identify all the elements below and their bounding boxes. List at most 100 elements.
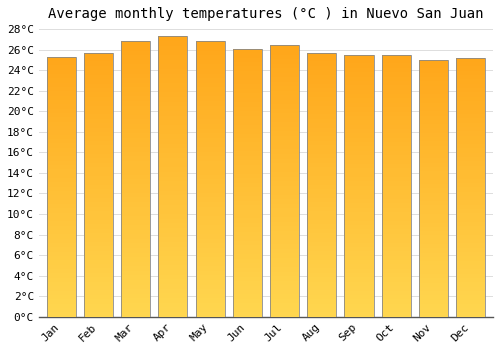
Bar: [158, 36, 188, 41]
Bar: [344, 77, 374, 81]
Bar: [308, 180, 336, 185]
Bar: [308, 189, 336, 194]
Bar: [382, 181, 411, 186]
Bar: [308, 79, 336, 84]
Bar: [196, 216, 224, 220]
Bar: [233, 228, 262, 232]
Bar: [233, 303, 262, 308]
Bar: [344, 251, 374, 256]
Bar: [344, 151, 374, 155]
Bar: [46, 213, 76, 217]
Bar: [84, 136, 113, 141]
Bar: [419, 193, 448, 197]
Bar: [382, 260, 411, 264]
Bar: [121, 230, 150, 234]
Bar: [158, 46, 188, 50]
Bar: [456, 101, 485, 105]
Bar: [84, 202, 113, 207]
Bar: [382, 299, 411, 304]
Bar: [158, 307, 188, 312]
Bar: [84, 229, 113, 233]
Bar: [308, 185, 336, 189]
Bar: [84, 123, 113, 127]
Bar: [344, 247, 374, 251]
Bar: [84, 110, 113, 114]
Bar: [233, 205, 262, 210]
Bar: [84, 176, 113, 180]
Bar: [121, 87, 150, 92]
Bar: [308, 277, 336, 282]
Bar: [158, 83, 188, 88]
Bar: [158, 265, 188, 270]
Bar: [419, 227, 448, 231]
Bar: [233, 125, 262, 129]
Bar: [344, 278, 374, 282]
Bar: [270, 59, 299, 64]
Bar: [382, 151, 411, 155]
Bar: [308, 268, 336, 273]
Bar: [233, 299, 262, 303]
Bar: [196, 170, 224, 175]
Bar: [382, 195, 411, 199]
Bar: [419, 141, 448, 146]
Bar: [84, 224, 113, 229]
Bar: [270, 77, 299, 82]
Bar: [270, 199, 299, 204]
Bar: [308, 97, 336, 101]
Bar: [382, 116, 411, 120]
Bar: [419, 137, 448, 141]
Bar: [84, 255, 113, 260]
Bar: [46, 78, 76, 83]
Bar: [456, 88, 485, 92]
Bar: [270, 86, 299, 91]
Bar: [196, 220, 224, 225]
Bar: [196, 41, 224, 317]
Bar: [84, 290, 113, 295]
Bar: [158, 190, 188, 195]
Bar: [46, 204, 76, 209]
Bar: [121, 41, 150, 46]
Bar: [158, 78, 188, 83]
Bar: [382, 212, 411, 216]
Bar: [233, 62, 262, 66]
Bar: [158, 233, 188, 237]
Bar: [46, 260, 76, 265]
Bar: [382, 168, 411, 173]
Bar: [382, 81, 411, 85]
Bar: [196, 156, 224, 161]
Bar: [121, 239, 150, 243]
Bar: [158, 204, 188, 209]
Bar: [84, 57, 113, 62]
Bar: [344, 186, 374, 190]
Bar: [46, 161, 76, 165]
Bar: [158, 139, 188, 144]
Bar: [233, 71, 262, 75]
Bar: [196, 271, 224, 275]
Bar: [158, 214, 188, 219]
Bar: [344, 142, 374, 146]
Bar: [158, 162, 188, 167]
Bar: [419, 146, 448, 150]
Bar: [456, 79, 485, 84]
Bar: [419, 94, 448, 98]
Bar: [419, 116, 448, 120]
Bar: [344, 116, 374, 120]
Bar: [233, 75, 262, 80]
Bar: [270, 258, 299, 262]
Bar: [382, 186, 411, 190]
Bar: [196, 206, 224, 211]
Bar: [158, 247, 188, 251]
Bar: [158, 92, 188, 97]
Bar: [233, 152, 262, 156]
Bar: [46, 295, 76, 300]
Bar: [233, 107, 262, 111]
Bar: [270, 281, 299, 285]
Bar: [419, 274, 448, 278]
Bar: [84, 238, 113, 242]
Bar: [84, 105, 113, 110]
Bar: [308, 110, 336, 114]
Bar: [121, 41, 150, 317]
Bar: [46, 169, 76, 174]
Bar: [419, 77, 448, 81]
Bar: [419, 240, 448, 244]
